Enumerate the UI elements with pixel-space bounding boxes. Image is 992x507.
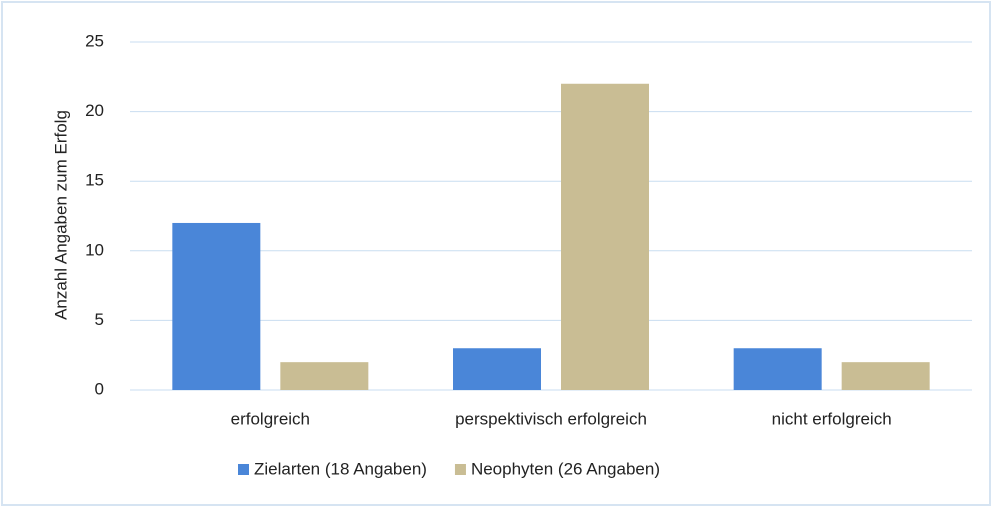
y-tick-label: 10	[85, 240, 104, 259]
y-tick-label: 20	[85, 101, 104, 120]
bar	[561, 83, 649, 390]
y-tick-label: 15	[85, 171, 104, 190]
y-axis-label: Anzahl Angaben zum Erfolg	[51, 110, 70, 320]
bar	[172, 222, 261, 390]
bar	[280, 362, 369, 390]
y-tick-label: 25	[85, 31, 104, 50]
legend-swatch	[238, 464, 249, 475]
bar	[453, 348, 541, 390]
legend-label: Zielarten (18 Angaben)	[254, 459, 427, 478]
x-tick-label: erfolgreich	[231, 409, 310, 428]
legend-label: Neophyten (26 Angaben)	[471, 459, 660, 478]
legend-swatch	[454, 464, 466, 475]
x-tick-label: nicht erfolgreich	[772, 409, 892, 428]
bar	[841, 362, 930, 390]
x-tick-label: perspektivisch erfolgreich	[455, 409, 647, 428]
bar	[733, 348, 822, 390]
y-tick-label: 0	[95, 379, 104, 398]
y-tick-label: 5	[95, 310, 104, 329]
